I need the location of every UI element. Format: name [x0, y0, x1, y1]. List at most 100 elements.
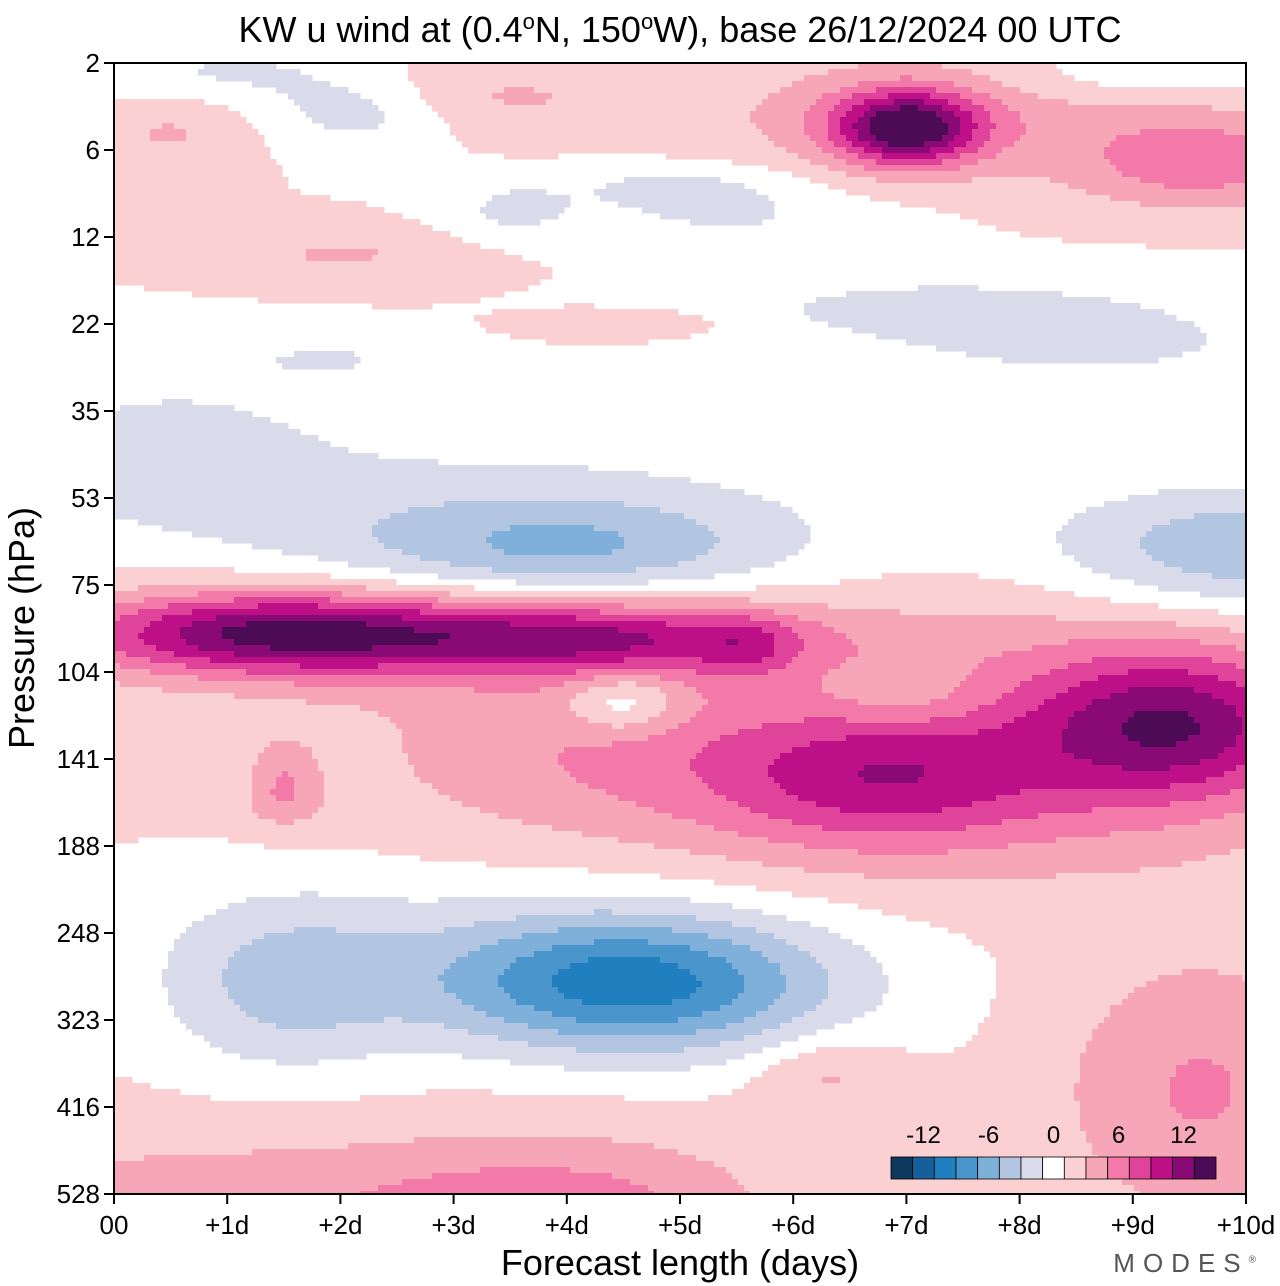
contour-cell	[480, 111, 487, 118]
contour-cell	[1182, 93, 1189, 100]
contour-cell	[558, 111, 565, 118]
contour-cell	[972, 117, 979, 124]
contour-cell	[1194, 117, 1201, 124]
contour-cell	[834, 75, 841, 82]
contour-cell	[918, 117, 925, 124]
contour-cell	[1176, 105, 1183, 112]
contour-cell	[948, 105, 955, 112]
contour-cell	[1164, 99, 1171, 106]
contour-cell	[1044, 75, 1051, 82]
contour-cell	[756, 117, 763, 124]
contour-cell	[750, 93, 757, 100]
contour-cell	[330, 87, 337, 94]
contour-cell	[1236, 111, 1243, 118]
contour-cell	[990, 117, 997, 124]
contour-cell	[810, 123, 817, 130]
contour-cell	[744, 93, 751, 100]
contour-cell	[834, 93, 841, 100]
contour-cell	[960, 111, 967, 118]
contour-cell	[1098, 99, 1105, 106]
contour-cell	[276, 81, 283, 88]
contour-cell	[828, 117, 835, 124]
contour-cell	[732, 75, 739, 82]
contour-cell	[696, 75, 703, 82]
contour-cell	[792, 87, 799, 94]
contour-cell	[480, 123, 487, 130]
contour-cell	[606, 87, 613, 94]
contour-cell	[498, 69, 505, 76]
contour-cell	[540, 117, 547, 124]
contour-cell	[504, 123, 511, 130]
contour-cell	[414, 75, 421, 82]
contour-cell	[1044, 105, 1051, 112]
contour-cell	[1098, 111, 1105, 118]
contour-cell	[882, 105, 889, 112]
contour-cell	[522, 111, 529, 118]
contour-cell	[534, 87, 541, 94]
contour-cell	[1050, 117, 1057, 124]
contour-cell	[1002, 93, 1009, 100]
contour-cell	[960, 105, 967, 112]
contour-cell	[762, 69, 769, 76]
contour-cell	[564, 69, 571, 76]
contour-cell	[942, 93, 949, 100]
contour-cell	[540, 69, 547, 76]
contour-cell	[1092, 87, 1099, 94]
contour-cell	[162, 123, 169, 130]
contour-cell	[1194, 87, 1201, 94]
contour-cell	[1050, 99, 1057, 106]
contour-cell	[342, 93, 349, 100]
contour-cell	[780, 81, 787, 88]
contour-cell	[246, 69, 253, 76]
contour-cell	[486, 81, 493, 88]
contour-cell	[858, 105, 865, 112]
contour-cell	[984, 69, 991, 76]
contour-cell	[648, 69, 655, 76]
contour-cell	[240, 75, 247, 82]
contour-cell	[1098, 93, 1105, 100]
contour-cell	[690, 93, 697, 100]
contour-cell	[924, 87, 931, 94]
contour-cell	[1032, 69, 1039, 76]
contour-cell	[840, 105, 847, 112]
contour-cell	[456, 93, 463, 100]
contour-cell	[1026, 93, 1033, 100]
contour-cell	[198, 69, 205, 76]
contour-cell	[420, 75, 427, 82]
contour-cell	[1074, 105, 1081, 112]
contour-cell	[1056, 117, 1063, 124]
contour-cell	[852, 99, 859, 106]
contour-cell	[654, 105, 661, 112]
contour-cell	[876, 105, 883, 112]
contour-cell	[792, 105, 799, 112]
contour-cell	[192, 117, 199, 124]
contour-cell	[726, 117, 733, 124]
contour-cell	[288, 75, 295, 82]
contour-cell	[630, 81, 637, 88]
contour-cell	[966, 87, 973, 94]
contour-cell	[768, 99, 775, 106]
contour-cell	[684, 117, 691, 124]
contour-cell	[954, 69, 961, 76]
contour-cell	[1194, 111, 1201, 118]
contour-cell	[1140, 111, 1147, 118]
contour-cell	[708, 117, 715, 124]
contour-cell	[144, 117, 151, 124]
contour-cell	[954, 105, 961, 112]
contour-cell	[780, 87, 787, 94]
contour-cell	[276, 87, 283, 94]
contour-cell	[366, 111, 373, 118]
contour-cell	[480, 93, 487, 100]
contour-cell	[804, 75, 811, 82]
contour-cell	[1014, 111, 1021, 118]
contour-cell	[642, 99, 649, 106]
contour-cell	[672, 87, 679, 94]
contour-cell	[726, 81, 733, 88]
contour-cell	[120, 123, 127, 130]
contour-cell	[354, 123, 361, 130]
contour-cell	[678, 69, 685, 76]
contour-cell	[684, 105, 691, 112]
contour-cell	[138, 117, 145, 124]
contour-cell	[738, 87, 745, 94]
contour-cell	[978, 81, 985, 88]
